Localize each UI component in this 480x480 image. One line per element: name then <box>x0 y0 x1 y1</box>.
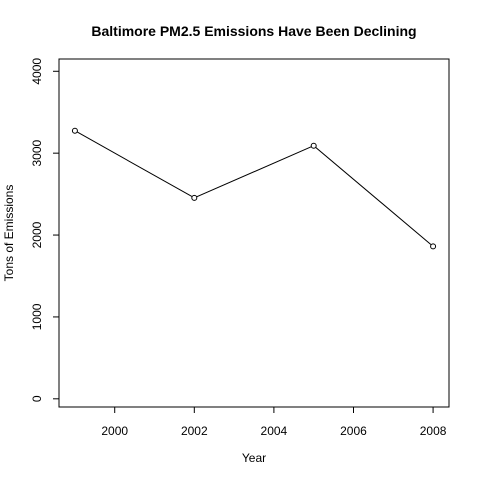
x-tick-label: 2000 <box>101 424 128 438</box>
data-point <box>310 142 317 149</box>
chart-title: Baltimore PM2.5 Emissions Have Been Decl… <box>91 23 416 39</box>
data-point <box>71 127 78 134</box>
data-point <box>191 194 198 201</box>
x-axis-label: Year <box>242 451 266 465</box>
x-tick-label: 2004 <box>261 424 288 438</box>
plot-frame <box>58 58 450 408</box>
series-line <box>74 130 434 247</box>
y-tick-label: 2000 <box>30 221 44 248</box>
y-axis: 0 1000 2000 3000 4000 <box>30 58 59 402</box>
x-tick-label: 2008 <box>420 424 447 438</box>
y-tick-label: 3000 <box>30 139 44 166</box>
data-point <box>430 243 437 250</box>
y-tick-label: 1000 <box>30 303 44 330</box>
x-tick-label: 2002 <box>181 424 208 438</box>
y-axis-label: Tons of Emissions <box>2 185 16 282</box>
x-tick-label: 2006 <box>340 424 367 438</box>
series-layer <box>71 127 437 250</box>
y-tick-label: 4000 <box>30 58 44 85</box>
x-axis: 2000 2002 2004 2006 2008 <box>101 407 447 438</box>
y-tick-label: 0 <box>30 395 44 402</box>
